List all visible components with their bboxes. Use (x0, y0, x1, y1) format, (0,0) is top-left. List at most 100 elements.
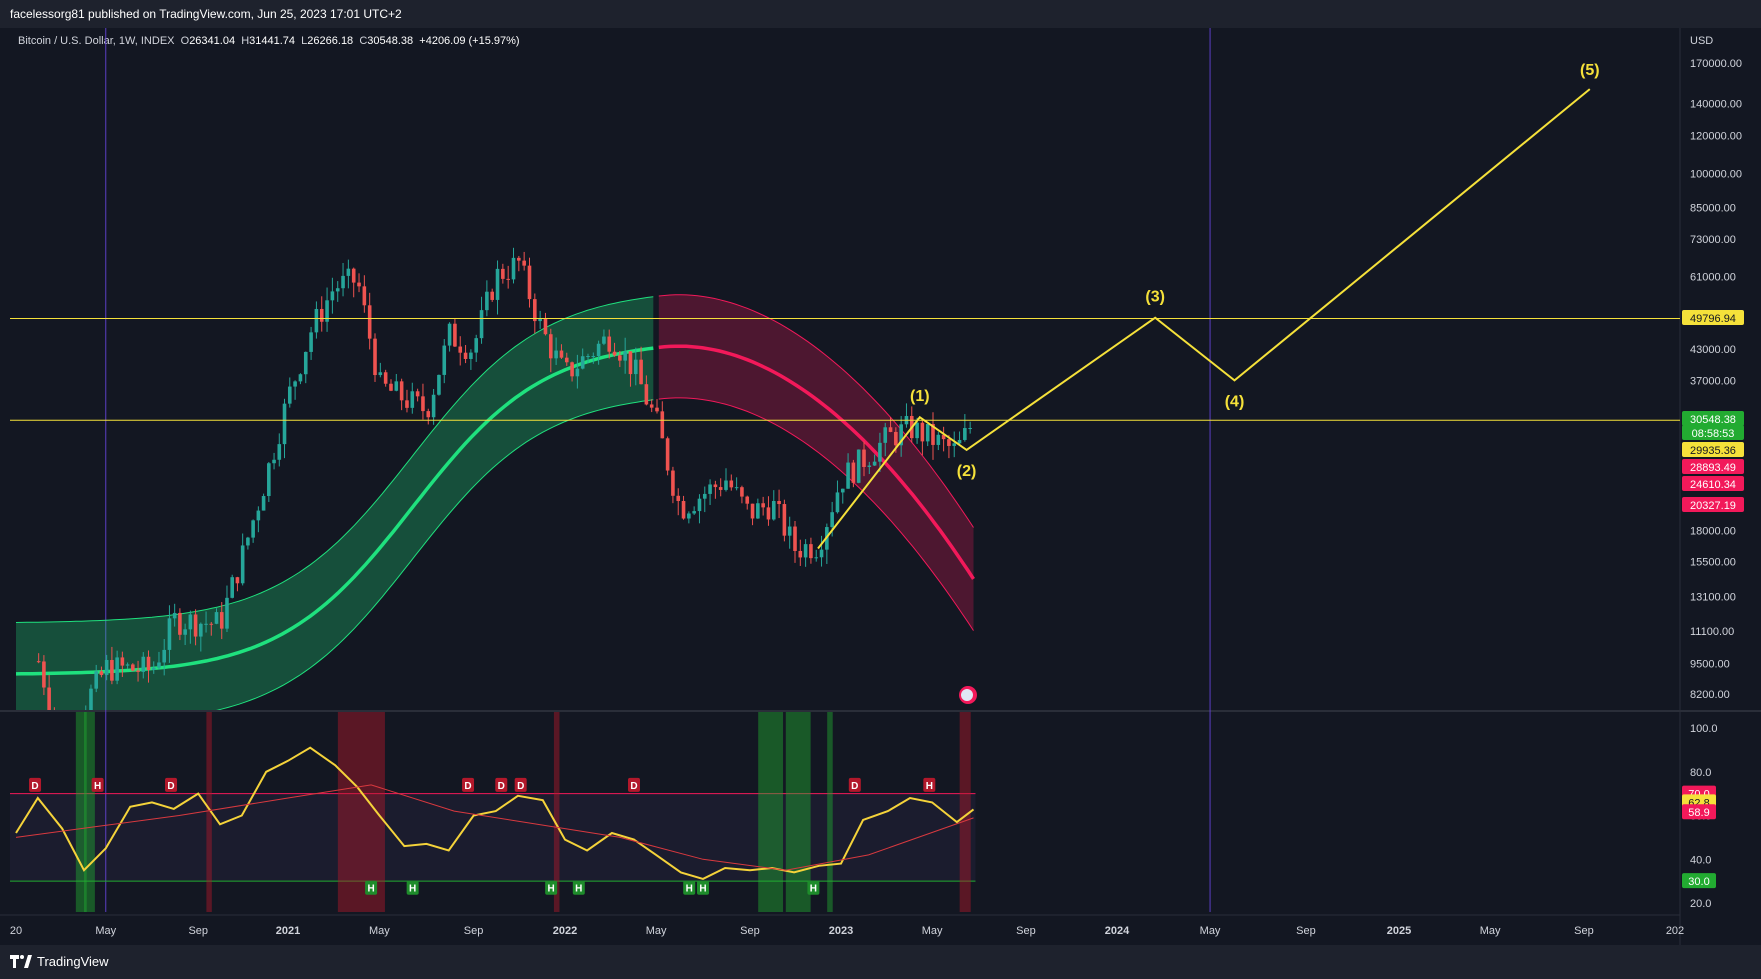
candle (734, 477, 739, 491)
candle-body (431, 394, 436, 418)
candle-body (120, 657, 125, 666)
candle-body (125, 664, 130, 666)
candle-body (146, 656, 151, 670)
price-label-box (1682, 310, 1744, 325)
candle-body (36, 661, 41, 663)
price-tick: 9500.00 (1690, 658, 1730, 670)
candle-body (607, 336, 612, 352)
time-tick: Sep (188, 925, 208, 937)
wave-label: (4) (1225, 393, 1245, 410)
candle-body (511, 257, 516, 280)
candle-body (199, 623, 203, 637)
osc-marker-box (848, 777, 861, 792)
trend-band-center-red (658, 344, 975, 580)
candle (766, 496, 771, 526)
candle (68, 719, 72, 747)
candle (867, 461, 872, 475)
candle (341, 262, 345, 297)
candle-body (787, 526, 792, 536)
candle-body (554, 350, 558, 359)
osc-marker-label: H (810, 884, 817, 895)
price-label-box (1682, 425, 1744, 440)
candle (888, 417, 893, 433)
candle-body (68, 726, 72, 744)
candle-body (623, 351, 627, 361)
candle-body (734, 487, 739, 489)
wave-label: (1) (910, 388, 930, 405)
candle (399, 378, 404, 411)
candle (756, 498, 760, 519)
osc-marker-label: H (409, 884, 416, 895)
candle (463, 345, 468, 364)
osc-highlight-zone-green (827, 712, 833, 912)
candle-body (261, 496, 266, 511)
candle (506, 265, 510, 289)
trend-band-lower-green (215, 399, 654, 710)
candle-body (527, 265, 532, 300)
symbol-name: Bitcoin / U.S. Dollar, 1W, INDEX (18, 35, 175, 47)
candle (671, 466, 675, 504)
candle (125, 662, 130, 669)
candle-body (110, 659, 114, 681)
candle (623, 337, 627, 374)
candle (335, 281, 340, 302)
candle-body (42, 661, 46, 688)
candle-body (756, 503, 760, 519)
candle (172, 603, 177, 627)
price-tick: 43000.00 (1690, 344, 1736, 356)
close-value: 30548.38 (367, 35, 414, 47)
price-tick: 140000.00 (1690, 98, 1742, 110)
candle (692, 506, 696, 515)
candle (367, 292, 372, 350)
candle (287, 377, 292, 408)
candle-body (330, 291, 335, 301)
candle-body (660, 411, 665, 439)
price-label-text: 28893.49 (1690, 462, 1736, 474)
candle (157, 651, 161, 670)
candle (235, 576, 240, 592)
candle-body (591, 356, 596, 358)
main-pane (15, 247, 975, 747)
price-axis: USD 170000.00 140000.00 120000.00 100000.00 8… (1690, 35, 1742, 701)
candle-body (319, 308, 324, 322)
candle (702, 486, 707, 513)
price-label-box (1682, 497, 1744, 512)
change-value: +4206.09 (+15.97%) (419, 35, 520, 47)
candle (115, 650, 119, 685)
candle (586, 353, 590, 364)
osc-marker-label: D (31, 781, 38, 792)
candle-body (89, 688, 93, 710)
wave-label: (5) (1580, 62, 1600, 79)
candle-body (633, 359, 638, 375)
candle-body (952, 443, 957, 446)
candle-body (819, 549, 824, 558)
candle (426, 408, 431, 425)
candle-body (517, 257, 521, 261)
osc-tick: 40.0 (1690, 854, 1711, 866)
tradingview-brand: TradingView (10, 954, 109, 969)
candle (681, 495, 686, 520)
candle (267, 461, 271, 502)
candle (936, 431, 941, 451)
header-bar: facelessorg81 published on TradingView.c… (0, 0, 1761, 28)
osc-marker-box (91, 777, 104, 792)
candle-body (346, 268, 351, 276)
candle (846, 453, 850, 489)
candle (697, 494, 702, 524)
candle-body (225, 597, 229, 629)
price-label-box (1682, 442, 1744, 457)
candle (146, 650, 151, 683)
candle-body (803, 544, 808, 558)
candle (383, 369, 388, 387)
candle (570, 361, 574, 382)
osc-marker: D (462, 777, 475, 792)
candle-body (378, 372, 383, 376)
candle-body (580, 356, 585, 369)
candle-body (277, 444, 282, 460)
candle (522, 251, 526, 271)
trend-band-lower-red (658, 397, 974, 631)
candle (47, 675, 51, 710)
candle-body (219, 612, 224, 629)
candle-body (63, 732, 67, 745)
